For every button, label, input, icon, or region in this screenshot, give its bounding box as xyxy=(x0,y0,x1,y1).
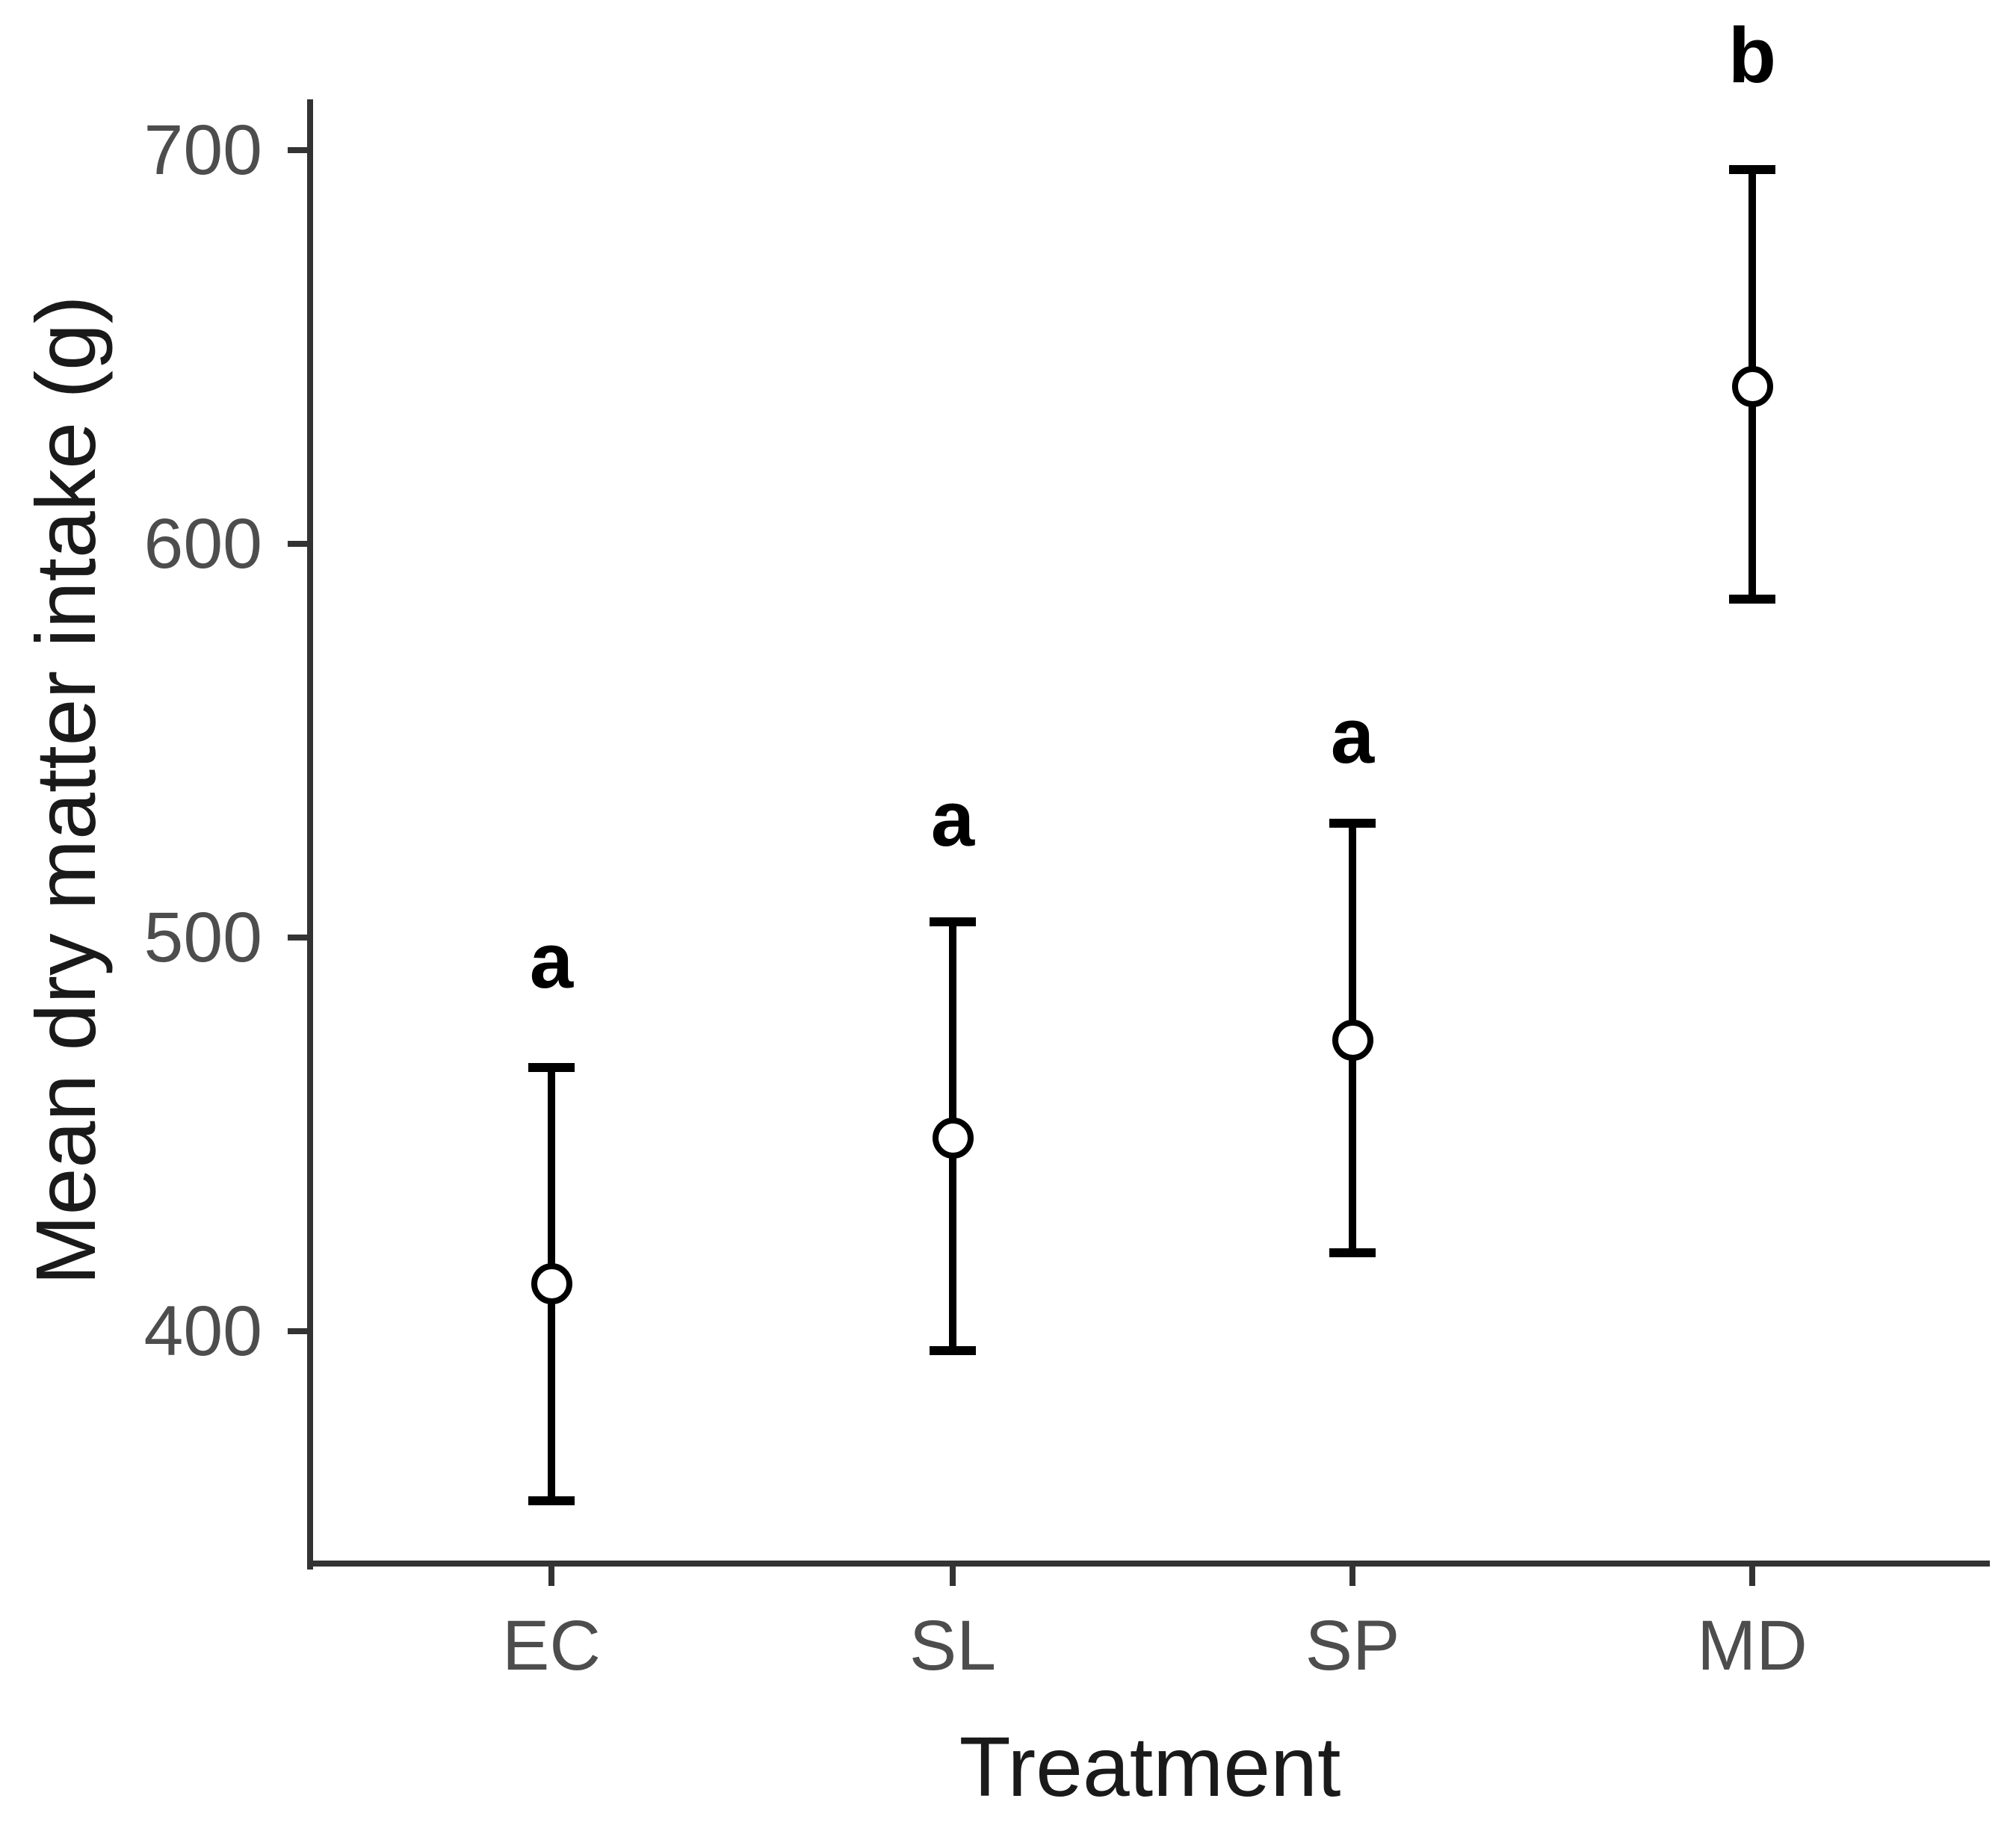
x-tick-SP xyxy=(1349,1567,1355,1586)
error-bar-top-cap-SP xyxy=(1329,819,1376,828)
y-axis-title: Mean dry matter intake (g) xyxy=(19,295,113,1286)
error-bar-top-cap-MD xyxy=(1729,165,1775,175)
mean-point-EC xyxy=(531,1263,572,1305)
sig-letter-EC: a xyxy=(529,917,574,1005)
x-tick-label-EC: EC xyxy=(502,1606,601,1685)
y-axis-line xyxy=(307,99,313,1570)
y-tick-500 xyxy=(288,935,307,941)
y-tick-label-500: 500 xyxy=(143,898,262,977)
sig-letter-MD: b xyxy=(1728,11,1777,99)
error-bar-bottom-cap-MD xyxy=(1729,594,1775,604)
x-tick-label-MD: MD xyxy=(1697,1606,1808,1685)
x-tick-SL xyxy=(950,1567,956,1586)
mean-point-SL xyxy=(932,1118,974,1159)
mean-point-SP xyxy=(1332,1019,1373,1061)
error-bar-top-cap-SL xyxy=(930,917,976,926)
y-tick-label-600: 600 xyxy=(143,504,262,583)
error-bar-top-cap-EC xyxy=(528,1062,575,1072)
error-bar-bottom-cap-SL xyxy=(930,1346,976,1356)
y-tick-400 xyxy=(288,1328,307,1334)
x-tick-label-SL: SL xyxy=(909,1606,997,1685)
x-axis-line xyxy=(307,1561,1990,1567)
x-axis-title: Treatment xyxy=(959,1720,1341,1814)
y-tick-label-400: 400 xyxy=(143,1292,262,1371)
y-tick-700 xyxy=(288,147,307,153)
y-tick-label-700: 700 xyxy=(143,111,262,190)
x-tick-EC xyxy=(548,1567,554,1586)
y-tick-600 xyxy=(288,541,307,547)
error-bar-bottom-cap-SP xyxy=(1329,1248,1376,1257)
x-tick-label-SP: SP xyxy=(1305,1606,1400,1685)
sig-letter-SL: a xyxy=(930,775,975,863)
x-tick-MD xyxy=(1749,1567,1755,1586)
sig-letter-SP: a xyxy=(1330,692,1375,781)
mean-point-MD xyxy=(1731,365,1773,407)
error-bar-bottom-cap-EC xyxy=(528,1496,575,1505)
